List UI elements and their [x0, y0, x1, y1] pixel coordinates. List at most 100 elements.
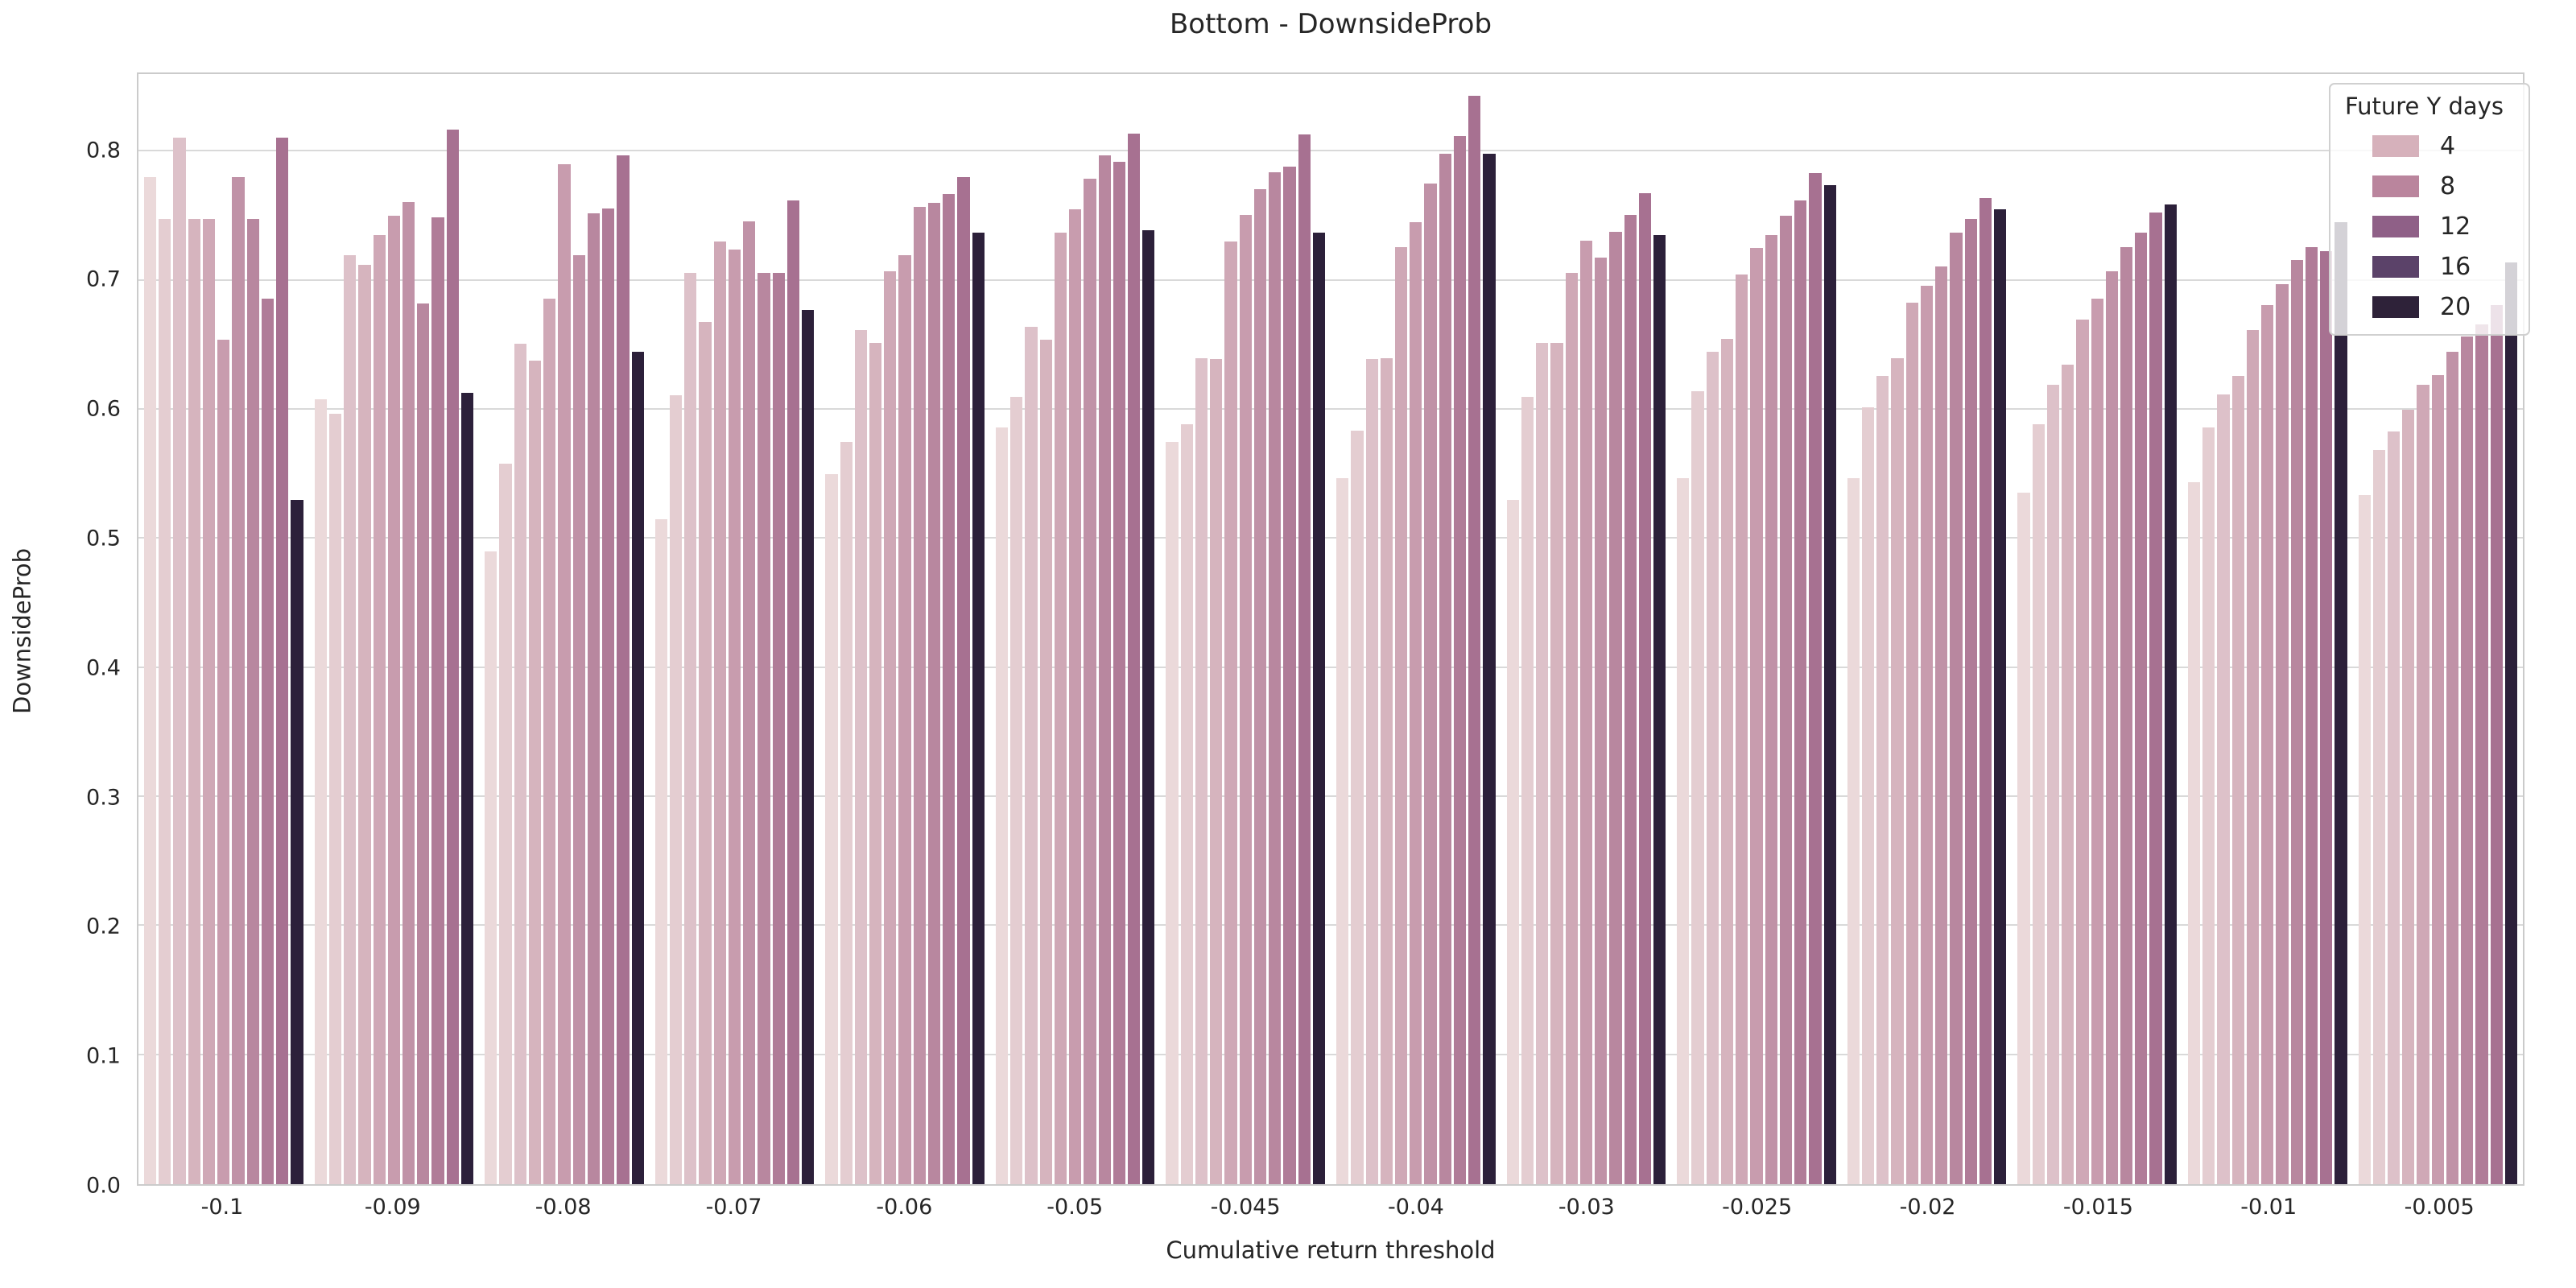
- bar-days-6: [728, 250, 741, 1184]
- bar-days-6: [2431, 374, 2444, 1184]
- bar-days-4: [869, 342, 882, 1184]
- y-tick-label: 0.5: [86, 526, 121, 551]
- bar-days-20: [2334, 222, 2347, 1184]
- x-axis-title: Cumulative return threshold: [1166, 1236, 1496, 1264]
- bar-days-3: [1706, 351, 1719, 1184]
- bar-days-1: [314, 399, 327, 1184]
- bar-days-4: [1210, 359, 1223, 1184]
- bar-days-3: [2217, 394, 2230, 1184]
- bar-days-1: [2017, 492, 2030, 1184]
- bar-days-4: [2062, 364, 2074, 1184]
- bar-days-5: [713, 242, 726, 1184]
- bar-days-9: [1113, 162, 1125, 1184]
- bar-days-7: [743, 221, 756, 1184]
- bar-days-6: [2261, 305, 2274, 1184]
- bar-days-9: [431, 217, 444, 1184]
- bar-days-3: [1876, 376, 1889, 1184]
- bar-days-2: [840, 442, 852, 1184]
- bar-days-6: [1750, 248, 1763, 1184]
- bar-days-10: [1638, 192, 1651, 1184]
- bar-days-5: [2246, 329, 2260, 1184]
- bar-days-10: [276, 137, 289, 1184]
- bar-days-3: [1536, 342, 1549, 1184]
- x-tick-label--0.05: -0.05: [1046, 1195, 1104, 1220]
- legend-label: 4: [2440, 132, 2456, 160]
- bar-days-2: [2032, 423, 2045, 1184]
- gridline-y-0.2: [138, 924, 2523, 927]
- x-tick-label--0.02: -0.02: [1899, 1195, 1956, 1220]
- bar-days-5: [2417, 385, 2429, 1184]
- bar-days-4: [358, 265, 371, 1184]
- legend-swatch-16: [2372, 256, 2419, 278]
- x-tick-label--0.025: -0.025: [1722, 1195, 1793, 1220]
- bar-days-3: [1365, 359, 1378, 1184]
- bar-group--0.04: [1331, 74, 1501, 1184]
- bar-days-8: [927, 203, 941, 1184]
- bar-days-3: [2387, 431, 2401, 1184]
- bar-days-9: [1964, 218, 1977, 1184]
- gridline-y-0.7: [138, 279, 2523, 281]
- bar-days-2: [1351, 430, 1364, 1184]
- bar-days-5: [884, 271, 897, 1184]
- bar-days-1: [995, 427, 1009, 1184]
- x-tick-label--0.07: -0.07: [705, 1195, 762, 1220]
- bar-days-1: [825, 474, 838, 1184]
- bar-days-2: [1691, 391, 1704, 1184]
- bar-days-7: [1424, 184, 1437, 1184]
- legend-entry-16: 16: [2339, 253, 2520, 281]
- bar-days-8: [758, 272, 770, 1184]
- x-tick-label--0.015: -0.015: [2062, 1195, 2133, 1220]
- bar-days-7: [1253, 188, 1267, 1184]
- bar-days-8: [2461, 336, 2474, 1184]
- bar-days-10: [1809, 173, 1822, 1184]
- bar-days-7: [2446, 351, 2459, 1184]
- bar-days-5: [1054, 233, 1067, 1184]
- bar-days-1: [2358, 494, 2371, 1184]
- bar-days-2: [1010, 396, 1023, 1184]
- bar-days-4: [699, 321, 712, 1184]
- bar-days-9: [602, 208, 615, 1184]
- bar-days-4: [2402, 409, 2415, 1184]
- bar-days-9: [2305, 246, 2318, 1184]
- x-tick-label--0.1: -0.1: [200, 1195, 244, 1220]
- x-tick-label--0.04: -0.04: [1388, 1195, 1444, 1220]
- bar-days-5: [2076, 319, 2089, 1184]
- bar-days-5: [202, 218, 216, 1184]
- bar-group--0.045: [1160, 74, 1331, 1184]
- bar-days-20: [1142, 230, 1155, 1184]
- legend: Future Y days 4 8 12 16 20: [2329, 83, 2530, 336]
- bar-days-9: [1794, 200, 1807, 1184]
- x-tick-label--0.09: -0.09: [364, 1195, 421, 1220]
- bar-days-5: [1394, 246, 1408, 1184]
- bar-days-10: [786, 200, 800, 1184]
- x-tick-label--0.06: -0.06: [876, 1195, 933, 1220]
- gridline-y-0.4: [138, 666, 2523, 668]
- bar-group--0.08: [479, 74, 650, 1184]
- bar-days-8: [1098, 155, 1111, 1184]
- legend-entry-8: 8: [2339, 172, 2520, 200]
- bar-days-6: [898, 254, 911, 1184]
- bar-days-10: [446, 129, 459, 1184]
- x-tick-label--0.01: -0.01: [2240, 1195, 2297, 1220]
- legend-swatch-12: [2372, 216, 2419, 237]
- bar-days-8: [246, 218, 259, 1184]
- bar-days-2: [669, 395, 683, 1184]
- plot-area: [137, 72, 2524, 1186]
- bar-days-2: [1521, 396, 1534, 1184]
- x-tick-label--0.03: -0.03: [1558, 1195, 1615, 1220]
- bar-days-1: [654, 519, 667, 1184]
- bar-days-1: [485, 551, 497, 1184]
- legend-label: 20: [2440, 293, 2471, 321]
- y-tick-label: 0.3: [86, 785, 121, 811]
- x-tick-label--0.005: -0.005: [2404, 1195, 2475, 1220]
- bar-days-1: [1677, 477, 1690, 1184]
- bar-days-7: [402, 201, 415, 1184]
- bar-days-1: [1166, 442, 1179, 1184]
- legend-label: 16: [2440, 253, 2471, 281]
- bar-days-2: [328, 413, 342, 1184]
- bar-days-2: [2372, 449, 2385, 1184]
- bar-days-2: [1862, 407, 1875, 1184]
- bar-days-2: [1180, 423, 1193, 1184]
- bar-days-20: [1994, 209, 2007, 1184]
- bar-days-7: [2276, 284, 2289, 1184]
